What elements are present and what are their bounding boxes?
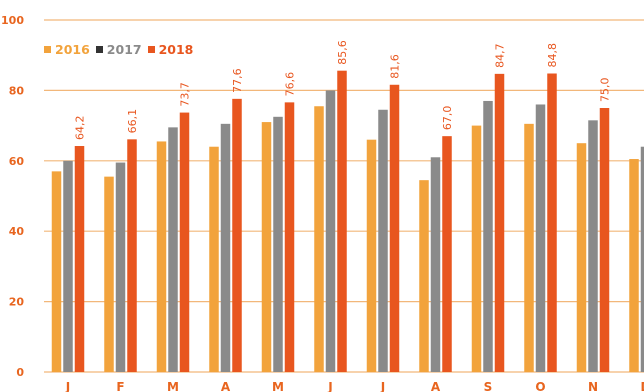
x-tick-label: M <box>167 380 179 392</box>
x-tick-label: J <box>327 380 332 392</box>
legend-swatch-2018 <box>147 46 155 53</box>
bar-2017 <box>115 162 126 372</box>
bar-2018 <box>337 70 347 373</box>
bar-2016 <box>209 146 219 372</box>
x-tick-label: A <box>221 380 231 392</box>
bar-2018 <box>599 108 610 372</box>
y-tick-label: 0 <box>16 366 24 379</box>
x-tick-label: D <box>641 380 644 392</box>
legend-item-2016: 2016 <box>44 42 90 57</box>
bar-2016 <box>156 141 167 372</box>
bar-2016 <box>471 125 482 372</box>
bar-2016 <box>419 180 429 372</box>
legend-swatch-2017 <box>95 46 103 53</box>
x-tick-label: F <box>116 380 124 392</box>
data-label: 84,7 <box>494 43 507 68</box>
bar-2017 <box>168 127 178 372</box>
data-label: 81,6 <box>389 54 402 79</box>
bar-2017 <box>588 120 598 372</box>
bar-2017 <box>640 146 644 372</box>
data-label: 73,7 <box>179 82 192 107</box>
legend: 2016 2017 2018 <box>44 42 193 57</box>
x-tick-label: N <box>588 380 598 392</box>
bar-2018 <box>547 73 557 372</box>
bar-2017 <box>273 116 283 372</box>
data-label: 76,6 <box>284 72 297 97</box>
x-tick-label: J <box>380 380 385 392</box>
bar-2017 <box>483 100 493 373</box>
bar-2018 <box>232 98 242 373</box>
bar-2017 <box>325 90 336 373</box>
bar-2017 <box>378 109 388 372</box>
x-tick-label: J <box>65 380 70 392</box>
legend-item-2017: 2017 <box>95 42 142 57</box>
bar-2017 <box>220 123 231 372</box>
x-axis-tick-labels: JFMAMJJASOND <box>65 380 644 392</box>
y-tick-label: 40 <box>9 225 25 238</box>
x-tick-label: S <box>484 380 493 392</box>
bar-2016 <box>51 171 62 372</box>
y-tick-label: 100 <box>1 14 24 27</box>
y-tick-label: 60 <box>9 155 25 168</box>
data-label: 84,8 <box>546 43 559 68</box>
legend-label-2016: 2016 <box>55 42 90 57</box>
legend-label-2017: 2017 <box>106 42 142 57</box>
bar-2016 <box>524 123 534 372</box>
legend-label-2018: 2018 <box>158 42 194 57</box>
bar-2018 <box>74 146 85 372</box>
x-tick-label: M <box>272 380 284 392</box>
bars <box>51 70 644 373</box>
legend-item-2018: 2018 <box>147 42 194 57</box>
data-label: 75,0 <box>599 78 612 103</box>
bar-2018 <box>442 136 452 372</box>
legend-swatch-2016 <box>44 46 51 53</box>
x-tick-label: O <box>535 380 545 392</box>
x-tick-label: A <box>431 380 441 392</box>
bar-2016 <box>314 106 324 373</box>
bar-2018 <box>389 84 400 372</box>
bar-2017 <box>63 160 73 372</box>
bar-2016 <box>576 143 587 372</box>
data-label: 64,2 <box>74 116 87 141</box>
data-label: 66,1 <box>126 109 139 134</box>
data-label: 77,6 <box>231 68 244 93</box>
bar-2016 <box>366 139 377 372</box>
bar-2016 <box>104 176 114 372</box>
bar-2018 <box>494 73 505 372</box>
bar-2017 <box>535 104 546 372</box>
y-axis-tick-labels: 0 20 40 60 80 100 <box>1 14 24 379</box>
bar-2016 <box>261 122 272 372</box>
data-label: 67,0 <box>441 106 454 131</box>
bar-2017 <box>430 157 441 372</box>
y-tick-label: 80 <box>9 84 25 97</box>
bar-2018 <box>127 139 137 372</box>
y-tick-label: 20 <box>9 296 25 309</box>
bar-2018 <box>179 112 190 373</box>
bar-2016 <box>629 159 639 372</box>
data-label: 85,6 <box>336 40 349 65</box>
data-labels: 64,2 66,1 73,7 77,6 76,6 85,6 81,6 67,0 84,7 84,8… <box>74 40 612 141</box>
bar-2018 <box>284 102 295 373</box>
